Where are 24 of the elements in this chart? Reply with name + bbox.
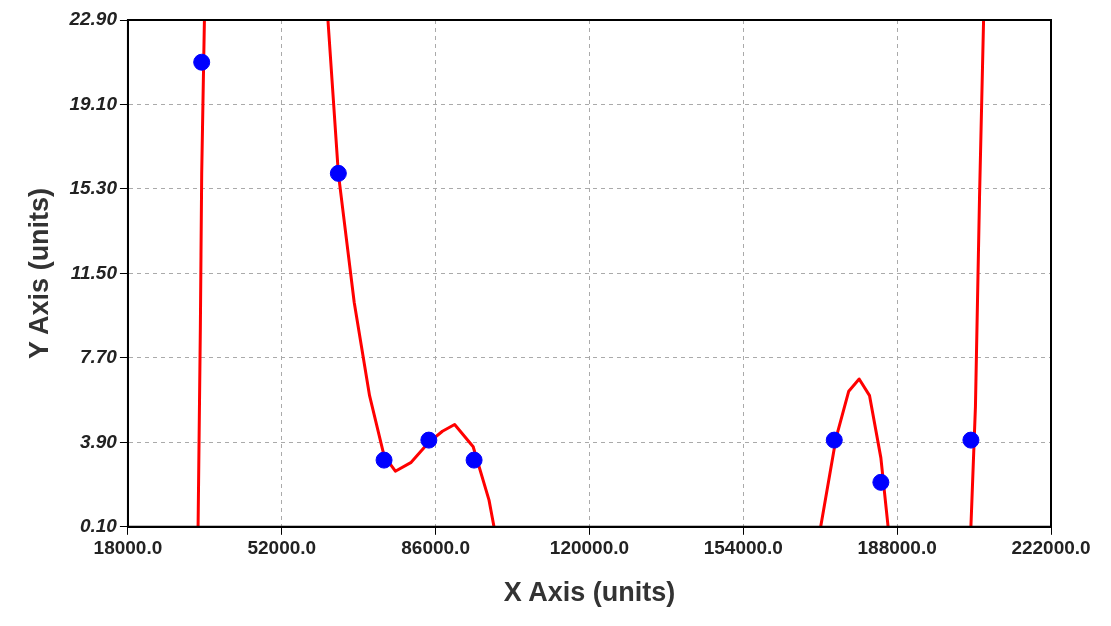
- point: [872, 473, 890, 491]
- point: [329, 164, 347, 182]
- x-tick-label: 222000.0: [1011, 537, 1091, 559]
- point: [825, 431, 843, 449]
- point: [420, 431, 438, 449]
- x-axis-title: X Axis (units): [503, 577, 676, 608]
- point: [193, 53, 211, 71]
- point: [375, 451, 393, 469]
- y-tick-label: 7.70: [79, 346, 118, 368]
- y-tick-label: 3.90: [79, 430, 118, 452]
- x-tick-label: 188000.0: [857, 537, 937, 559]
- x-tick-label: 154000.0: [703, 537, 783, 559]
- y-tick-label: 0.10: [79, 515, 118, 537]
- x-tick-label: 86000.0: [401, 537, 470, 559]
- y-tick-label: 19.10: [69, 92, 118, 114]
- x-tick-label: 52000.0: [247, 537, 317, 559]
- point: [465, 451, 483, 469]
- point: [962, 431, 980, 449]
- y-tick-label: 15.30: [69, 177, 118, 199]
- y-axis-title: Y Axis (units): [23, 187, 54, 359]
- x-tick-label: 120000.0: [549, 537, 630, 559]
- y-tick-label: 22.90: [68, 8, 118, 30]
- y-tick-label: 11.50: [70, 261, 118, 283]
- x-tick-label: 18000.0: [93, 537, 163, 559]
